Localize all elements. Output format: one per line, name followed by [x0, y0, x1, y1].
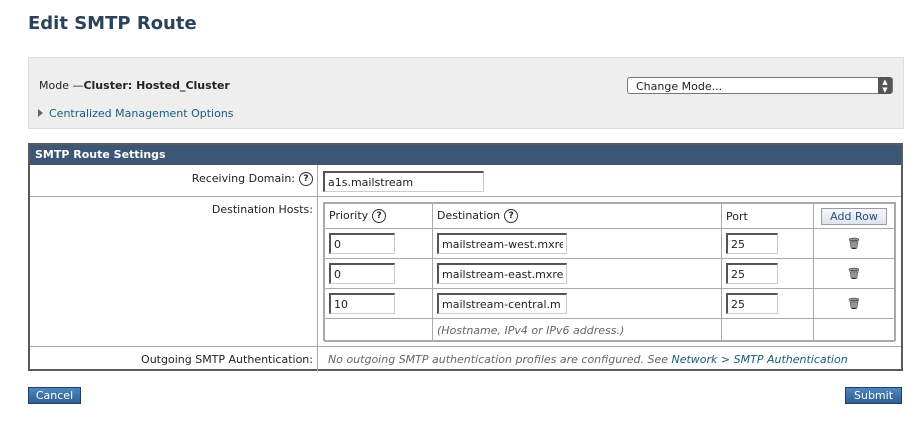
change-mode-select[interactable]: Change Mode... ▲ ▼: [627, 77, 893, 94]
panel-header: SMTP Route Settings: [30, 145, 901, 165]
page-title: Edit SMTP Route: [28, 13, 197, 34]
select-arrows-icon: ▲ ▼: [878, 77, 892, 94]
trash-icon[interactable]: 🗑: [813, 228, 895, 259]
mode-text: Mode —Cluster: Hosted_Cluster: [39, 79, 230, 92]
destination-input[interactable]: [437, 233, 567, 254]
priority-input[interactable]: [329, 263, 395, 284]
receiving-domain-input[interactable]: [323, 171, 484, 192]
divider: [30, 346, 901, 347]
mode-value: Cluster: Hosted_Cluster: [83, 79, 230, 92]
mode-panel: Mode —Cluster: Hosted_Cluster Centralize…: [28, 57, 904, 129]
smtp-route-settings-panel: SMTP Route Settings Receiving Domain:? D…: [28, 143, 903, 371]
destination-hosts-table: Priority? Destination? Port Add Row 🗑 🗑 …: [323, 202, 896, 342]
submit-button[interactable]: Submit: [845, 387, 902, 404]
add-row-button[interactable]: Add Row: [821, 207, 887, 225]
table-row: 🗑: [324, 288, 895, 319]
destination-input[interactable]: [437, 293, 567, 314]
cancel-button[interactable]: Cancel: [28, 387, 81, 404]
outgoing-auth-text: No outgoing SMTP authentication profiles…: [328, 353, 848, 366]
priority-input[interactable]: [329, 293, 395, 314]
destination-input[interactable]: [437, 263, 567, 284]
outgoing-auth-label: Outgoing SMTP Authentication:: [141, 353, 313, 366]
table-row: 🗑: [324, 228, 895, 259]
help-icon[interactable]: ?: [372, 209, 387, 223]
expand-triangle-icon: [38, 109, 43, 117]
destination-hint: (Hostname, IPv4 or IPv6 address.): [432, 318, 722, 342]
trash-icon[interactable]: 🗑: [813, 288, 895, 319]
port-input[interactable]: [726, 233, 778, 254]
smtp-authentication-link[interactable]: Network > SMTP Authentication: [671, 353, 848, 366]
receiving-domain-label: Receiving Domain:?: [192, 172, 313, 186]
table-row: 🗑: [324, 258, 895, 289]
help-icon[interactable]: ?: [504, 209, 519, 223]
help-icon[interactable]: ?: [299, 172, 313, 186]
destination-header: Destination?: [432, 203, 722, 229]
priority-input[interactable]: [329, 233, 395, 254]
centralized-management-options-link[interactable]: Centralized Management Options: [38, 107, 234, 120]
trash-icon[interactable]: 🗑: [813, 258, 895, 289]
priority-header: Priority?: [324, 203, 433, 229]
port-input[interactable]: [726, 293, 778, 314]
port-input[interactable]: [726, 263, 778, 284]
divider: [30, 196, 901, 197]
port-header: Port: [721, 203, 814, 229]
divider: [317, 165, 318, 371]
destination-hosts-label: Destination Hosts:: [211, 203, 313, 216]
